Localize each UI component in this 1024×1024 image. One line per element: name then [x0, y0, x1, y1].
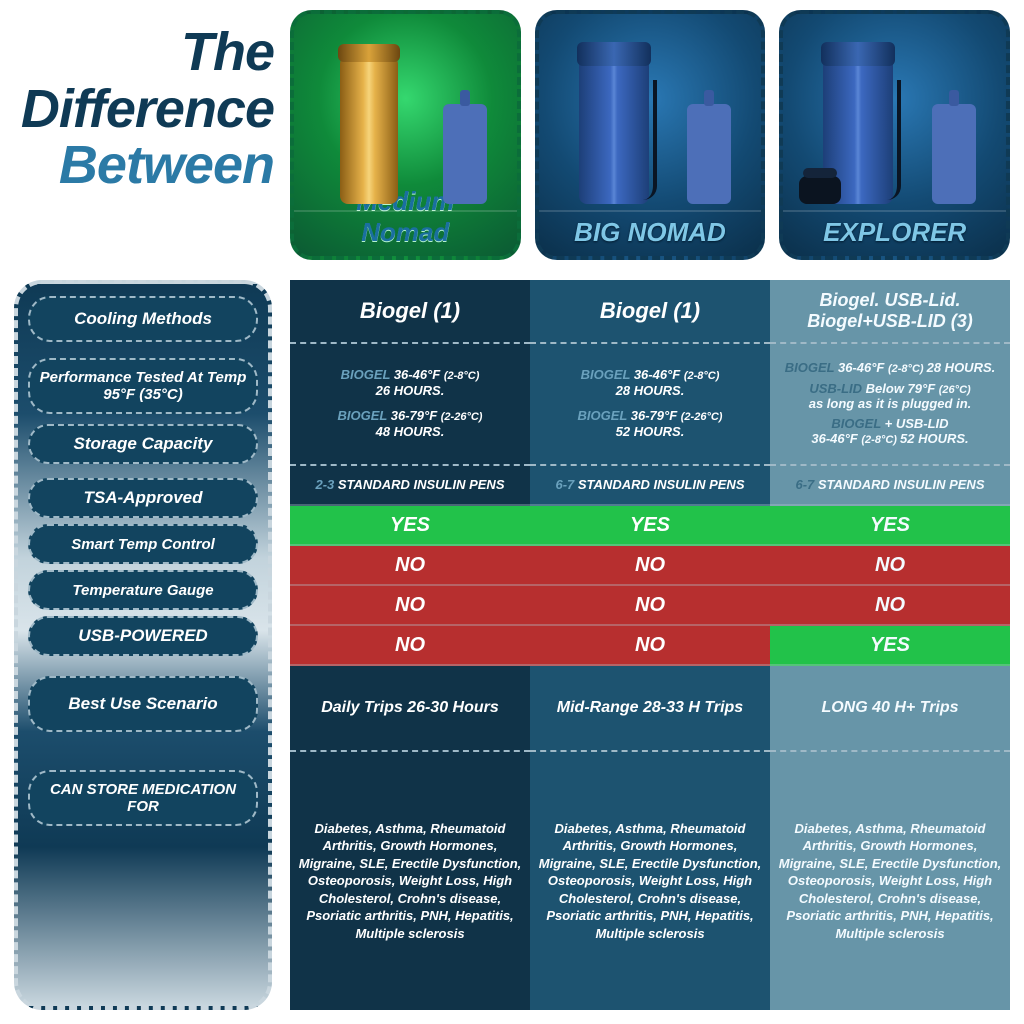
row-label: Storage Capacity [28, 424, 258, 464]
row-label: Best Use Scenario [28, 676, 258, 732]
best-use-cell: LONG 40 H+ Trips [770, 666, 1010, 752]
comparison-grid: Biogel (1)BIOGEL 36-46°F (2-8°C)26 HOURS… [290, 280, 1010, 1010]
cooling-cell: Biogel (1) [530, 280, 770, 344]
row-label: CAN STORE MEDICATION FOR [28, 770, 258, 826]
product-cartridge-icon [687, 104, 731, 204]
row-labels-panel: Cooling Methods Performance Tested At Tem… [14, 280, 272, 1010]
medications-cell: Diabetes, Asthma, Rheumatoid Arthritis, … [530, 752, 770, 1010]
row-label: Smart Temp Control [28, 524, 258, 564]
comparison-column: Biogel. USB-Lid. Biogel+USB-LID (3)BIOGE… [770, 280, 1010, 1010]
product-bottle-icon [340, 54, 398, 204]
best-use-cell: Daily Trips 26-30 Hours [290, 666, 530, 752]
usb-cell: NO [530, 626, 770, 666]
tsa-cell: YES [770, 506, 1010, 546]
usb-cell: NO [290, 626, 530, 666]
tsa-cell: YES [290, 506, 530, 546]
storage-cell: 6-7 STANDARD INSULIN PENS [770, 466, 1010, 506]
product-cartridge-icon [932, 104, 976, 204]
row-label: USB-POWERED [28, 616, 258, 656]
gauge-cell: NO [770, 586, 1010, 626]
row-label: Performance Tested At Temp 95°F (35°C) [28, 358, 258, 414]
cooling-cell: Biogel (1) [290, 280, 530, 344]
product-name: EXPLORER [823, 217, 966, 248]
product-cartridge-icon [443, 104, 487, 204]
product-header-row: MediumNomad BIG NOMAD EXPLORER [290, 10, 1010, 260]
page-title: The Difference Between [6, 24, 274, 194]
best-use-cell: Mid-Range 28-33 H Trips [530, 666, 770, 752]
gauge-cell: NO [530, 586, 770, 626]
gauge-cell: NO [290, 586, 530, 626]
cooling-cell: Biogel. USB-Lid. Biogel+USB-LID (3) [770, 280, 1010, 344]
product-name: BIG NOMAD [574, 217, 726, 248]
performance-cell: BIOGEL 36-46°F (2-8°C) 28 HOURS.USB-LID … [770, 344, 1010, 466]
performance-cell: BIOGEL 36-46°F (2-8°C)26 HOURS.BIOGEL 36… [290, 344, 530, 466]
row-label: Temperature Gauge [28, 570, 258, 610]
storage-cell: 2-3 STANDARD INSULIN PENS [290, 466, 530, 506]
tsa-cell: YES [530, 506, 770, 546]
row-label: TSA-Approved [28, 478, 258, 518]
product-card: MediumNomad [290, 10, 521, 260]
smart-cell: NO [290, 546, 530, 586]
product-card: BIG NOMAD [535, 10, 766, 260]
usb-lid-icon [799, 176, 841, 204]
performance-cell: BIOGEL 36-46°F (2-8°C)28 HOURS.BIOGEL 36… [530, 344, 770, 466]
row-label: Cooling Methods [28, 296, 258, 342]
smart-cell: NO [530, 546, 770, 586]
usb-cell: YES [770, 626, 1010, 666]
title-line-2: Difference [6, 81, 274, 138]
medications-cell: Diabetes, Asthma, Rheumatoid Arthritis, … [290, 752, 530, 1010]
medications-cell: Diabetes, Asthma, Rheumatoid Arthritis, … [770, 752, 1010, 1010]
comparison-column: Biogel (1)BIOGEL 36-46°F (2-8°C)28 HOURS… [530, 280, 770, 1010]
product-card: EXPLORER [779, 10, 1010, 260]
title-line-1: The [6, 24, 274, 81]
smart-cell: NO [770, 546, 1010, 586]
comparison-column: Biogel (1)BIOGEL 36-46°F (2-8°C)26 HOURS… [290, 280, 530, 1010]
title-line-3: Between [6, 137, 274, 194]
storage-cell: 6-7 STANDARD INSULIN PENS [530, 466, 770, 506]
